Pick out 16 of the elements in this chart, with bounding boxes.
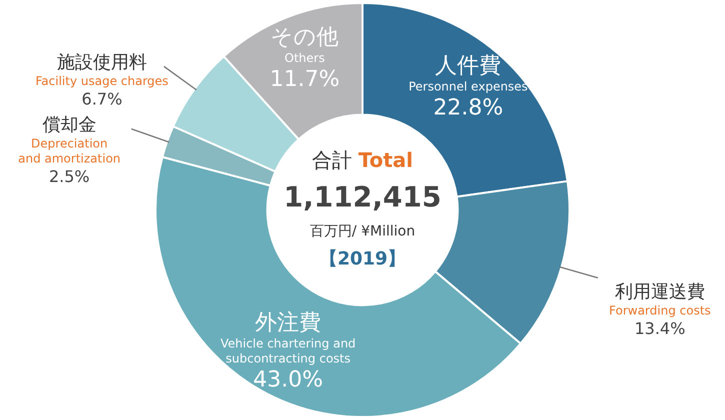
data-label: 13.4% — [634, 319, 686, 338]
slice-label: その他 Others — [270, 24, 339, 65]
data-label: 43.0% — [253, 368, 324, 393]
text: 百万円/ ¥Million — [310, 224, 416, 240]
slice-label: 償却金 Depreciation and amortization — [18, 114, 121, 166]
data-label: 11.7% — [270, 66, 340, 92]
text: 合計 Total — [312, 148, 413, 172]
text: 【2019】 — [319, 248, 406, 270]
slice-label: 人件費 Personnel expenses — [408, 54, 528, 94]
data-label: 6.7% — [82, 90, 122, 109]
slice-label: 施設使用料 Facility usage charges — [36, 52, 168, 88]
data-label: 22.8% — [433, 96, 504, 121]
data-label: 2.5% — [48, 167, 90, 186]
slice-label: 外注費 Vehicle chartering and subcontracting costs — [220, 310, 356, 366]
text: 1,112,415 — [284, 180, 442, 214]
slice-label: 利用運送費 Forwarding costs — [609, 282, 711, 318]
